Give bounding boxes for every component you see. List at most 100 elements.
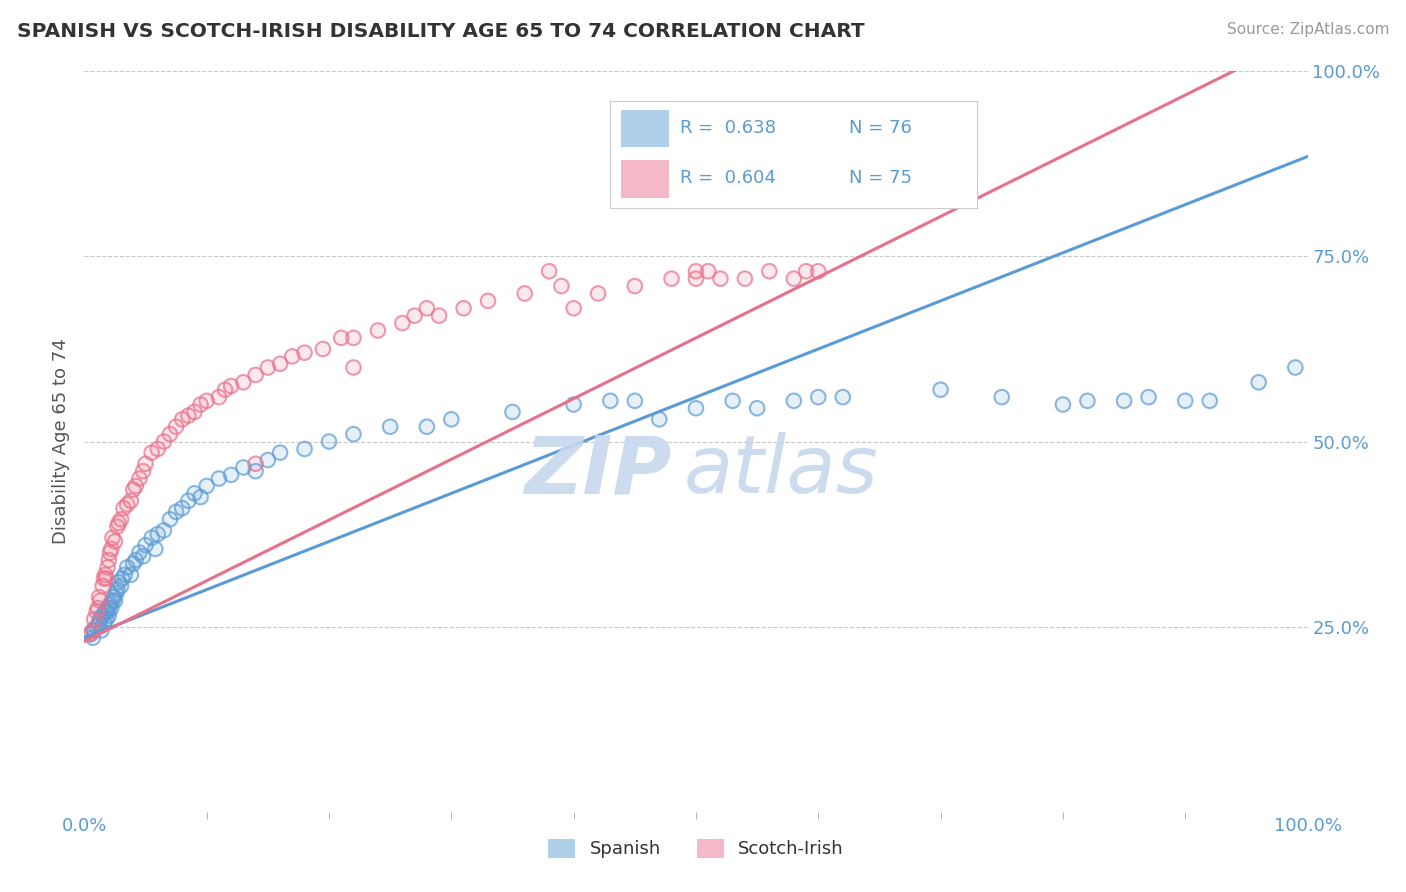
Point [831,390,853,404]
Point [100,541,122,556]
Point [104,593,127,607]
Point [86,605,108,619]
Point [214,383,236,397]
Point [165,505,187,519]
Point [83,612,105,626]
Point [1137,390,1160,404]
Point [132,464,155,478]
Point [79,627,101,641]
Point [183,405,205,419]
Point [219,379,242,393]
Point [177,409,200,423]
Point [648,412,671,426]
Point [1174,393,1197,408]
Point [90,624,112,638]
Point [83,624,105,638]
Point [219,467,242,482]
Point [125,553,148,567]
Point [103,590,125,604]
Point [586,286,609,301]
Point [513,286,536,301]
Point [709,271,731,285]
Point [120,567,142,582]
Point [1137,390,1160,404]
Point [269,445,291,459]
Point [747,401,769,416]
Point [1052,398,1074,412]
Point [110,579,132,593]
Point [257,453,280,467]
Point [97,605,120,619]
Point [562,398,585,412]
Point [190,398,212,412]
Point [1284,360,1306,375]
Point [416,419,439,434]
Point [143,541,166,556]
Point [114,567,136,582]
Point [734,271,756,285]
Point [143,541,166,556]
Text: SPANISH VS SCOTCH-IRISH DISABILITY AGE 65 TO 74 CORRELATION CHART: SPANISH VS SCOTCH-IRISH DISABILITY AGE 6… [17,22,865,41]
Point [97,560,120,574]
Point [794,264,817,278]
Point [82,624,104,638]
Point [141,445,163,459]
Point [94,605,117,619]
Point [281,350,304,364]
Point [232,376,254,390]
Point [550,279,572,293]
Point [97,608,120,623]
Point [562,398,585,412]
Point [91,608,114,623]
Point [105,519,128,533]
Point [195,479,218,493]
Point [94,567,117,582]
Point [122,557,145,571]
Point [107,575,129,590]
Point [709,271,731,285]
Point [112,501,135,516]
Point [132,464,155,478]
Point [586,286,609,301]
Point [318,434,340,449]
Point [93,615,115,630]
Point [245,464,267,478]
Point [783,393,806,408]
Point [93,572,115,586]
Point [101,593,124,607]
Point [104,534,127,549]
Point [721,393,744,408]
Point [1114,393,1136,408]
Point [294,442,316,456]
Point [82,631,104,645]
Point [758,264,780,278]
Point [96,572,118,586]
Point [97,608,120,623]
Point [98,546,121,560]
Point [86,619,108,633]
Point [269,357,291,371]
Point [294,345,316,359]
Point [159,512,181,526]
Point [929,383,952,397]
Point [159,427,181,442]
Point [165,505,187,519]
Point [104,534,127,549]
Point [97,553,120,567]
Point [105,582,128,597]
Point [624,279,647,293]
Point [153,434,176,449]
Point [89,612,111,626]
Point [1284,360,1306,375]
Point [245,457,267,471]
Point [100,601,122,615]
Point [135,457,157,471]
Point [367,324,389,338]
Point [89,593,111,607]
Point [697,264,720,278]
Point [110,579,132,593]
Point [391,316,413,330]
Point [208,390,231,404]
Point [294,345,316,359]
Point [97,560,120,574]
